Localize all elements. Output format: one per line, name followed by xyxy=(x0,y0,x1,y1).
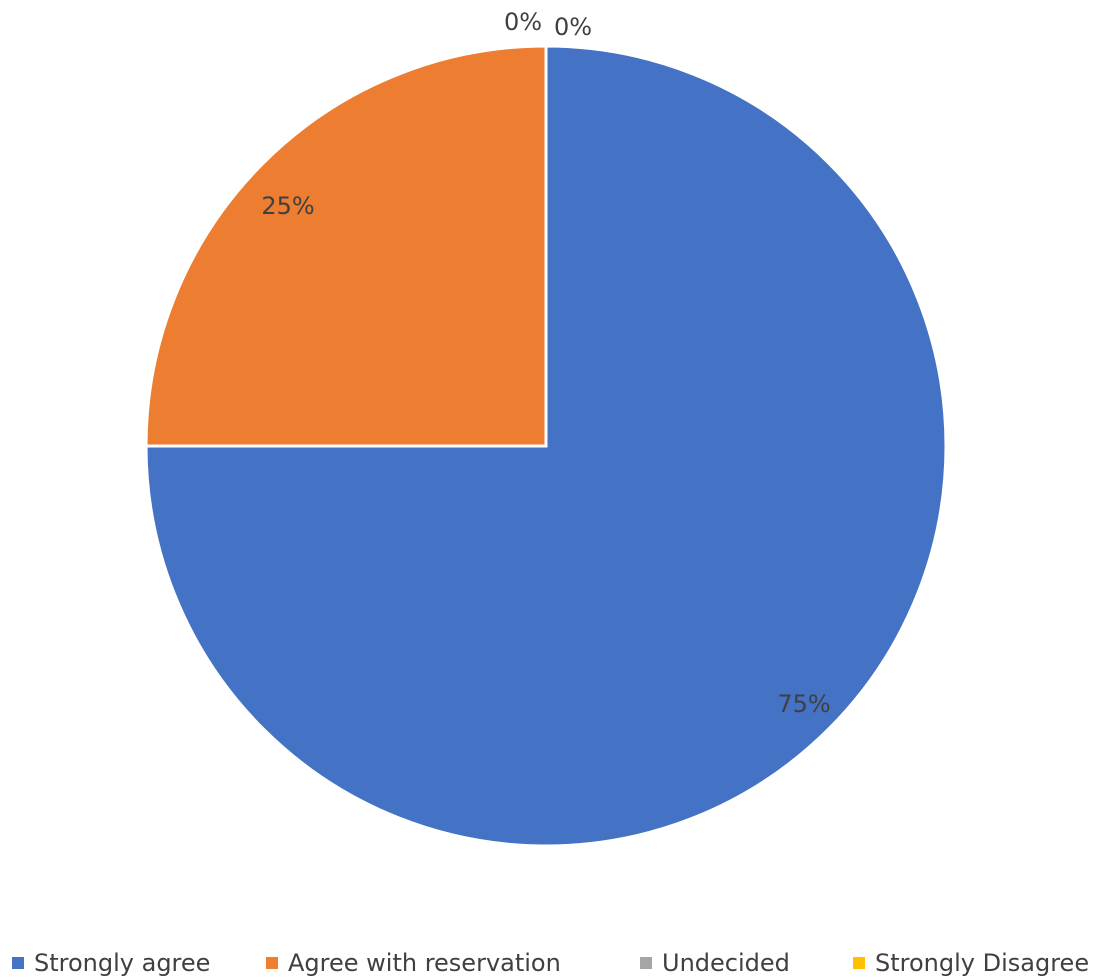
legend-swatch-strongly-agree xyxy=(12,957,24,969)
legend-label-strongly-agree: Strongly agree xyxy=(34,949,211,977)
data-label-strongly-disagree: 0% xyxy=(554,13,592,41)
data-label-undecided: 0% xyxy=(504,8,542,36)
legend-label-undecided: Undecided xyxy=(662,949,790,977)
legend-item-agree-with-reservation: Agree with reservation xyxy=(266,946,561,980)
data-labels: 75% 25% 0% 0% xyxy=(261,8,830,718)
legend-swatch-agree-with-reservation xyxy=(266,957,278,969)
legend-swatch-strongly-disagree xyxy=(853,957,865,969)
legend-item-undecided: Undecided xyxy=(640,946,790,980)
legend-item-strongly-disagree: Strongly Disagree xyxy=(853,946,1089,980)
pie-slice-agree-with-reservation xyxy=(144,44,548,448)
data-label-agree-with-reservation: 25% xyxy=(261,192,314,220)
legend-label-strongly-disagree: Strongly Disagree xyxy=(875,949,1090,977)
legend: Strongly agree Agree with reservation Un… xyxy=(0,946,1104,980)
pie-slices xyxy=(144,44,948,848)
data-label-strongly-agree: 75% xyxy=(777,690,830,718)
legend-item-strongly-agree: Strongly agree xyxy=(12,946,210,980)
legend-label-agree-with-reservation: Agree with reservation xyxy=(288,949,561,977)
legend-swatch-undecided xyxy=(640,957,652,969)
